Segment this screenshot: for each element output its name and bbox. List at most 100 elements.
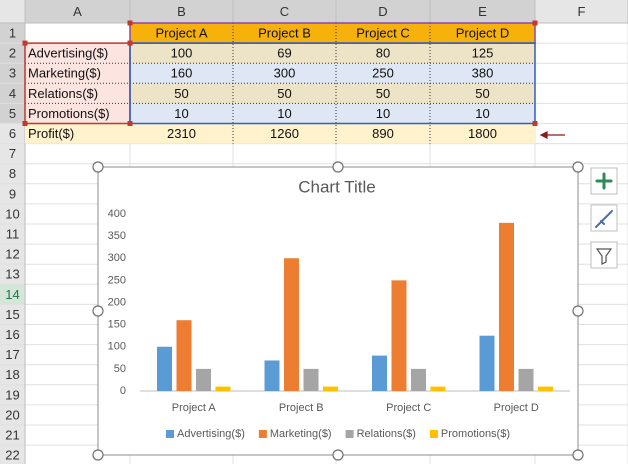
row-label[interactable]: Marketing($) xyxy=(28,66,101,81)
table-header[interactable]: Project C xyxy=(356,25,409,40)
x-tick-label: Project B xyxy=(279,402,324,414)
cell-value[interactable]: 50 xyxy=(376,86,390,101)
row-header[interactable]: 22 xyxy=(5,448,19,463)
y-tick-label: 0 xyxy=(120,385,126,397)
cell-value[interactable]: 69 xyxy=(277,46,291,61)
bar xyxy=(215,386,231,391)
chart-area[interactable] xyxy=(97,166,579,456)
selected-row-headers xyxy=(0,23,25,124)
range-handle xyxy=(127,121,133,126)
resize-handle[interactable] xyxy=(572,305,584,317)
cell-value[interactable]: 2310 xyxy=(167,126,196,141)
cell-value[interactable]: 10 xyxy=(174,106,188,121)
range-handle xyxy=(22,121,28,126)
cell-value[interactable]: 10 xyxy=(277,106,291,121)
cell-value[interactable]: 300 xyxy=(274,66,296,81)
table-header[interactable]: Project A xyxy=(155,25,207,40)
legend-label: Promotions($) xyxy=(441,428,510,440)
button-icon xyxy=(595,172,613,190)
cell-value[interactable]: 160 xyxy=(171,66,193,81)
label-fill xyxy=(25,103,130,124)
resize-handle[interactable] xyxy=(92,449,104,461)
row-header[interactable]: 20 xyxy=(5,407,19,422)
y-tick-label: 100 xyxy=(108,341,126,353)
row-fill xyxy=(130,123,535,144)
row-header[interactable]: 14 xyxy=(5,287,19,302)
cell-value[interactable]: 1260 xyxy=(270,126,299,141)
chart-elements-button[interactable] xyxy=(590,167,618,195)
table-header[interactable]: Project D xyxy=(456,25,509,40)
row-header[interactable]: 16 xyxy=(5,327,19,342)
resize-handle[interactable] xyxy=(332,449,344,461)
column-header[interactable]: E xyxy=(478,4,487,19)
row-header[interactable]: 21 xyxy=(5,427,19,442)
range-handle xyxy=(127,20,133,26)
bar xyxy=(176,320,192,391)
label-fill xyxy=(25,63,130,84)
x-tick-label: Project C xyxy=(386,402,431,414)
row-header[interactable]: 11 xyxy=(6,226,20,241)
column-header[interactable]: A xyxy=(73,4,82,19)
column-header[interactable]: D xyxy=(378,4,387,19)
resize-handle[interactable] xyxy=(92,305,104,317)
chart-styles-button[interactable] xyxy=(590,204,618,232)
row-header[interactable]: 8 xyxy=(9,166,16,181)
cell-value[interactable]: 100 xyxy=(171,46,193,61)
row-header[interactable]: 5 xyxy=(9,106,16,121)
range-handle xyxy=(532,121,538,126)
column-header[interactable]: B xyxy=(177,4,186,19)
bar xyxy=(303,368,319,391)
cell-value[interactable]: 10 xyxy=(376,106,390,121)
chart-filters-button[interactable] xyxy=(590,241,618,269)
bar xyxy=(499,222,514,391)
column-header[interactable]: C xyxy=(280,4,289,19)
resize-handle[interactable] xyxy=(572,449,584,461)
row-header[interactable]: 2 xyxy=(9,46,16,61)
row-label[interactable]: Promotions($) xyxy=(28,106,110,121)
cell-value[interactable]: 50 xyxy=(277,86,291,101)
cell-value[interactable]: 50 xyxy=(174,86,188,101)
row-header[interactable]: 17 xyxy=(5,347,19,362)
row-header[interactable]: 15 xyxy=(5,307,19,322)
row-header[interactable]: 13 xyxy=(5,267,19,282)
resize-handle[interactable] xyxy=(332,161,344,173)
bar xyxy=(518,368,534,391)
row-header[interactable]: 1 xyxy=(9,25,16,40)
row-header[interactable]: 12 xyxy=(5,247,19,262)
row-label[interactable]: Relations($) xyxy=(28,86,98,101)
row-header[interactable]: 10 xyxy=(5,206,19,221)
cell-value[interactable]: 125 xyxy=(472,46,494,61)
cell-value[interactable]: 250 xyxy=(372,66,394,81)
y-tick-label: 400 xyxy=(108,208,126,220)
row-header[interactable]: 18 xyxy=(5,367,19,382)
bar xyxy=(391,280,407,391)
cell-value[interactable]: 10 xyxy=(475,106,489,121)
row-header[interactable]: 6 xyxy=(9,126,16,141)
cell-value[interactable]: 380 xyxy=(472,66,494,81)
row-label[interactable]: Profit($) xyxy=(28,126,74,141)
row-header[interactable]: 7 xyxy=(9,146,16,161)
label-fill xyxy=(25,83,130,104)
row-label[interactable]: Advertising($) xyxy=(28,46,108,61)
row-header[interactable]: 4 xyxy=(9,86,16,101)
row-header[interactable]: 9 xyxy=(9,186,16,201)
column-header[interactable]: F xyxy=(578,4,586,19)
legend-label: Relations($) xyxy=(357,428,416,440)
resize-handle[interactable] xyxy=(572,161,584,173)
y-tick-label: 200 xyxy=(108,296,126,308)
cell-value[interactable]: 80 xyxy=(376,46,390,61)
active-row-header xyxy=(0,284,25,305)
x-tick-label: Project D xyxy=(494,402,539,414)
table-header[interactable]: Project B xyxy=(258,25,311,40)
row-header[interactable]: 3 xyxy=(9,66,16,81)
resize-handle[interactable] xyxy=(92,161,104,173)
bar xyxy=(284,258,299,391)
y-tick-label: 150 xyxy=(108,319,126,331)
row-header[interactable]: 19 xyxy=(5,387,19,402)
cell-value[interactable]: 50 xyxy=(475,86,489,101)
legend-label: Marketing($) xyxy=(270,428,332,440)
cell-value[interactable]: 890 xyxy=(372,126,394,141)
cell-value[interactable]: 1800 xyxy=(468,126,497,141)
bar xyxy=(372,355,387,391)
